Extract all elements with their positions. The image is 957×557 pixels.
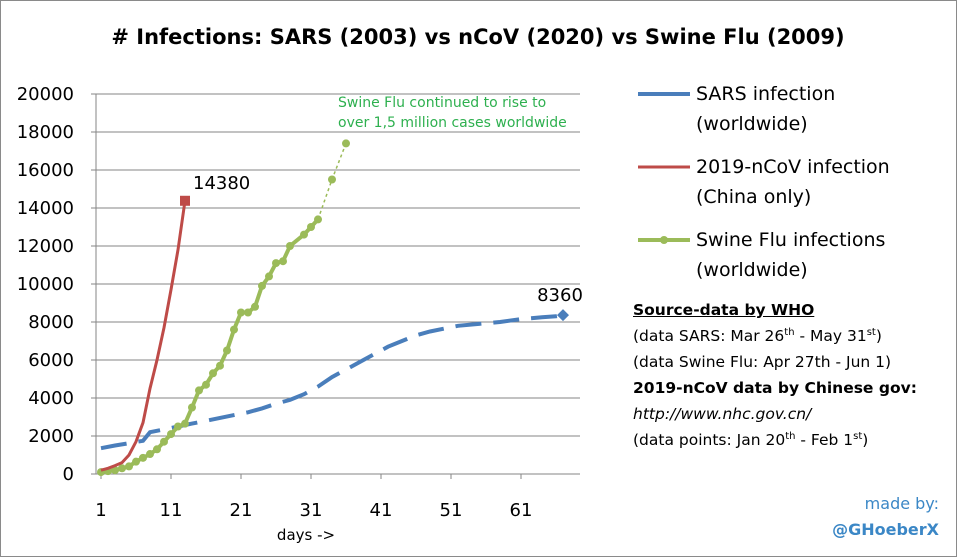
swine-point: [139, 453, 147, 462]
swine-point: [279, 257, 287, 266]
swine-point: [251, 302, 259, 311]
x-tick-label: 61: [510, 500, 533, 521]
swine-point: [174, 422, 182, 431]
x-tick-label: 1: [95, 500, 106, 521]
swine-point: [230, 325, 238, 334]
grid: [96, 93, 580, 437]
legend-label: SARS infection: [696, 83, 835, 105]
legend-swatch-swine-marker: [660, 236, 668, 244]
swine-point: [167, 430, 175, 439]
x-tick-label: 51: [440, 500, 463, 521]
sars-line: [100, 313, 564, 451]
x-axis-label: days ->: [277, 526, 335, 544]
y-tick-label: 6000: [28, 350, 74, 371]
swine-point: [265, 272, 273, 281]
y-tick-label: 2000: [28, 426, 74, 447]
swine-point: [258, 281, 266, 290]
swine-point: [132, 457, 140, 466]
swine-dates: (data Swine Flu: Apr 27th - Jun 1): [633, 353, 892, 371]
ncov-line: [100, 200, 187, 472]
sars-end-label: 8360: [537, 285, 583, 306]
sars-end-marker: [557, 309, 569, 322]
y-tick-label: 8000: [28, 312, 74, 333]
swine-point: [244, 308, 252, 317]
x-tick-label: 21: [230, 500, 253, 521]
swine-point: [181, 419, 189, 428]
y-tick-label: 12000: [17, 236, 74, 257]
chart-title: # Infections: SARS (2003) vs nCoV (2020)…: [111, 25, 844, 49]
legend: SARS infection (worldwide) 2019-nCoV infec…: [638, 83, 890, 281]
ncov-source: 2019-nCoV data by Chinese gov:: [633, 379, 917, 397]
swine-point: [216, 361, 224, 370]
swine-point: [146, 450, 154, 459]
plot-area: 8360 14380: [97, 139, 583, 477]
swine-point: [195, 386, 203, 395]
sars-dates: (data SARS: Mar 26th - May 31st): [633, 326, 882, 345]
y-tick-label: 18000: [17, 122, 74, 143]
swine-line: [100, 218, 320, 475]
source-title: Source-data by WHO: [633, 301, 815, 319]
legend-label-sub: (worldwide): [696, 113, 808, 135]
ncov-end-marker: [180, 195, 190, 206]
swine-annotation-line1: Swine Flu continued to rise to: [338, 95, 546, 111]
swine-point: [111, 466, 119, 475]
y-tick-label: 10000: [17, 274, 74, 295]
swine-point: [118, 464, 126, 473]
y-tick-label: 20000: [17, 84, 74, 105]
source-info: Source-data by WHO (data SARS: Mar 26th …: [633, 297, 917, 453]
y-tick-label: 16000: [17, 160, 74, 181]
y-tick-label: 4000: [28, 388, 74, 409]
legend-label-sub: (China only): [696, 186, 811, 208]
x-tick-label: 31: [300, 500, 323, 521]
y-tick-label: 0: [63, 464, 74, 485]
swine-point: [223, 346, 231, 355]
swine-point: [209, 369, 217, 378]
swine-point: [202, 380, 210, 389]
source-url: http://www.nhc.gov.cn/: [633, 405, 812, 423]
swine-point: [272, 259, 280, 268]
swine-point: [300, 230, 308, 239]
x-tick-label: 11: [160, 500, 183, 521]
swine-point: [286, 242, 294, 250]
swine-projection-point: [328, 175, 336, 184]
legend-label: 2019-nCoV infection: [696, 156, 890, 178]
y-tick-label: 14000: [17, 198, 74, 219]
swine-point: [153, 445, 161, 454]
swine-point: [188, 403, 196, 412]
credit-made-by: made by:: [864, 494, 939, 513]
swine-point: [307, 223, 315, 231]
swine-point: [125, 462, 133, 471]
y-axis-ticks: 0 2000 4000 6000 8000 10000 12000 14000 16000 180…: [17, 84, 96, 485]
swine-point: [160, 437, 168, 446]
x-axis-ticks: 1 11 21 31 41 51 61: [95, 474, 532, 521]
legend-label: Swine Flu infections: [696, 229, 885, 251]
x-tick-label: 41: [370, 500, 393, 521]
ncov-dates: (data points: Jan 20th - Feb 1st): [633, 430, 869, 449]
ncov-end-label: 14380: [193, 173, 250, 194]
credit-handle: @GHoeberX: [832, 520, 939, 539]
swine-point: [314, 215, 322, 224]
swine-projection-point: [342, 139, 350, 148]
legend-label-sub: (worldwide): [696, 259, 808, 281]
swine-point: [237, 308, 245, 317]
swine-annotation-line2: over 1,5 million cases worldwide: [338, 115, 567, 131]
